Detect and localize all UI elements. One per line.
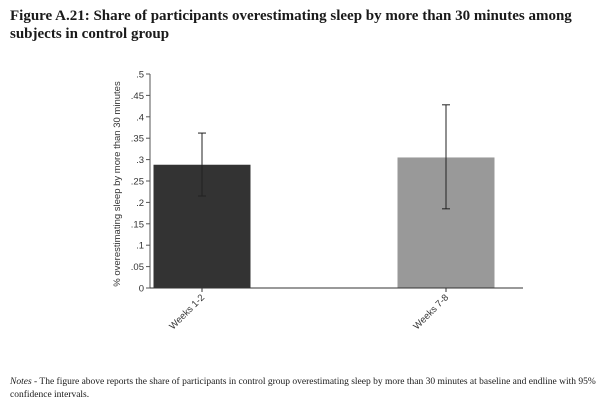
x-tick-label: Weeks 7-8 [411, 292, 451, 332]
y-tick-label: .45 [131, 91, 144, 102]
y-tick-label: .5 [136, 70, 144, 81]
figure-notes: Notes - The figure above reports the sha… [10, 376, 605, 402]
bar-chart: 0.05.1.15.2.25.3.35.4.45.5 Weeks 1-2 Week… [112, 70, 523, 332]
notes-label: Notes [10, 377, 32, 387]
y-axis-label: % overestimating sleep by more than 30 m… [112, 81, 123, 287]
y-tick-label: .1 [136, 241, 144, 252]
y-tick-label: .2 [136, 198, 144, 209]
notes-separator: - [31, 377, 40, 387]
y-tick-label: .35 [131, 134, 144, 145]
error-bars-group [198, 104, 450, 210]
x-axis: Weeks 1-2 Weeks 7-8 [150, 287, 523, 332]
y-tick-label: .05 [131, 262, 144, 273]
notes-text: The figure above reports the share of pa… [10, 377, 596, 400]
y-axis: 0 .05 .1 .15 .2 .25 .3 .35 .4 .45 .5 [131, 70, 151, 295]
x-tick-label: Weeks 1-2 [167, 292, 207, 332]
figure-title: Figure A.21: Share of participants overe… [10, 8, 572, 42]
y-tick-label: .4 [136, 112, 144, 123]
y-tick-label: 0 [139, 284, 144, 295]
y-tick-label: .25 [131, 177, 144, 188]
y-tick-label: .3 [136, 155, 144, 166]
y-tick-label: .15 [131, 219, 144, 230]
bars-group [153, 157, 495, 288]
